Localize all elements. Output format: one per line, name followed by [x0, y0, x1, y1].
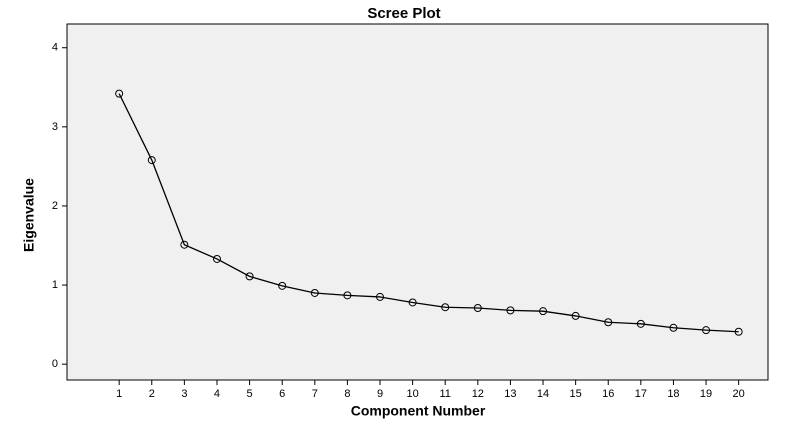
point: [506, 306, 515, 315]
x-tick-label: 13: [504, 388, 516, 400]
point: [310, 288, 319, 297]
x-tick-label: 6: [279, 388, 285, 400]
y-tick-label: 0: [52, 358, 58, 370]
plot-area: [66, 23, 769, 381]
x-tick-label: 19: [700, 388, 712, 400]
point: [441, 303, 450, 312]
point: [408, 298, 417, 307]
x-tick-label: 17: [635, 388, 647, 400]
point: [669, 323, 678, 332]
x-tick-label: 11: [440, 388, 451, 400]
chart-title: Scree Plot: [367, 5, 440, 22]
point: [539, 307, 548, 316]
point: [702, 326, 711, 335]
line: [118, 93, 739, 333]
x-tick-label: 14: [537, 388, 549, 400]
point: [147, 156, 156, 165]
point: [180, 240, 189, 249]
x-tick-label: 5: [247, 388, 253, 400]
x-tick-label: 4: [214, 388, 220, 400]
point: [604, 318, 613, 327]
x-tick-label: 18: [667, 388, 679, 400]
point: [212, 254, 221, 263]
x-tick-label: 12: [472, 388, 484, 400]
x-tick-label: 8: [344, 388, 350, 400]
y-tick-label: 3: [52, 121, 58, 133]
y-tick-label: 2: [52, 200, 58, 212]
x-tick-label: 2: [149, 388, 155, 400]
point: [245, 272, 254, 281]
point: [376, 292, 385, 301]
x-axis-label: Component Number: [351, 403, 486, 419]
point: [115, 89, 124, 98]
x-tick-label: 1: [116, 388, 122, 400]
point: [473, 304, 482, 313]
point: [636, 319, 645, 328]
point: [343, 291, 352, 300]
x-tick-label: 10: [406, 388, 418, 400]
point: [734, 327, 743, 336]
point: [571, 311, 580, 320]
x-tick-label: 16: [602, 388, 614, 400]
x-tick-label: 7: [312, 388, 318, 400]
y-axis-label: Eigenvalue: [21, 178, 37, 252]
x-tick-label: 20: [733, 388, 745, 400]
point: [278, 281, 287, 290]
y-tick-label: 4: [52, 42, 58, 54]
x-tick-label: 3: [181, 388, 187, 400]
y-tick-label: 1: [52, 279, 58, 291]
x-tick-label: 15: [570, 388, 582, 400]
x-tick-label: 9: [377, 388, 383, 400]
